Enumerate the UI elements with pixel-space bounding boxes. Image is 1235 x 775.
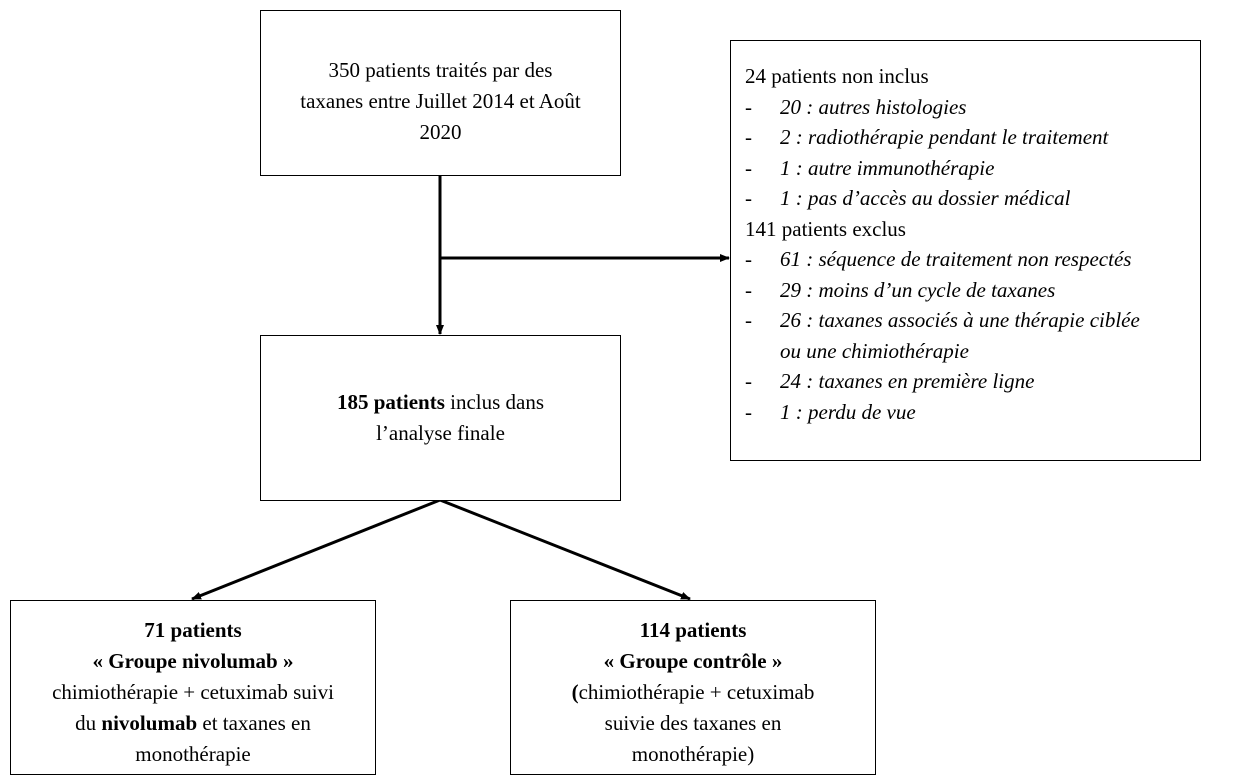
item-text: 29 : moins d’un cycle de taxanes bbox=[780, 277, 1056, 302]
bullet: - bbox=[745, 125, 752, 149]
text-line: suivie des taxanes en bbox=[511, 708, 875, 739]
bullet: - bbox=[745, 186, 752, 210]
group-title: 141 patients exclus bbox=[745, 216, 906, 241]
item-text: 20 : autres histologies bbox=[780, 94, 967, 119]
item-text: 1 : perdu de vue bbox=[780, 399, 916, 424]
text-segment: ( bbox=[571, 680, 579, 704]
text-segment: 114 patients bbox=[639, 618, 747, 642]
text-line: 350 patients traités par des bbox=[261, 55, 620, 86]
text-segment: chimiothérapie + cetuximab bbox=[578, 680, 815, 704]
item-line: - 26 : taxanes associés à une thérapie ci… bbox=[745, 305, 1200, 336]
bullet: - bbox=[745, 399, 752, 424]
item-text: 61 : séquence de traitement non respecté… bbox=[780, 247, 1132, 271]
item-line: - 1 : perdu de vue bbox=[745, 397, 1200, 428]
arrow bbox=[439, 498, 691, 601]
text-line: 114 patients bbox=[511, 615, 875, 646]
final-box: 185 patients inclus dans l’analyse finale bbox=[260, 335, 621, 501]
text-line: du nivolumab et taxanes en bbox=[11, 708, 375, 739]
item-line: - 61 : séquence de traitement non respect… bbox=[745, 244, 1200, 275]
text-segment: 71 patients bbox=[144, 618, 242, 642]
item-text: 1 : pas d’accès au dossier médical bbox=[780, 186, 1071, 210]
text-segment: monothérapie) bbox=[631, 742, 755, 766]
item-line: - 2 : radiothérapie pendant le traitement bbox=[745, 122, 1200, 153]
bullet: - bbox=[745, 308, 752, 332]
text-line: 185 patients inclus dans bbox=[261, 387, 620, 418]
text-segment: monothérapie bbox=[135, 742, 251, 766]
text-segment: inclus dans bbox=[444, 390, 545, 414]
arrow bbox=[191, 498, 441, 601]
text-line: 2020 bbox=[261, 117, 620, 148]
item-line: - 1 : pas d’accès au dossier médical bbox=[745, 183, 1200, 214]
item-line: - 29 : moins d’un cycle de taxanes bbox=[745, 275, 1200, 306]
text-segment: et taxanes en bbox=[197, 711, 311, 735]
text-segment: nivolumab bbox=[101, 711, 198, 735]
text-segment: « Groupe nivolumab » bbox=[92, 649, 294, 673]
bullet: - bbox=[745, 155, 752, 180]
item-line: - 1 : autre immunothérapie bbox=[745, 153, 1200, 184]
text-line: 71 patients bbox=[11, 615, 375, 646]
text-line: monothérapie) bbox=[511, 739, 875, 770]
item-text: 24 : taxanes en première ligne bbox=[780, 369, 1035, 393]
item-text: 1 : autre immunothérapie bbox=[780, 155, 995, 180]
text-segment: 185 patients bbox=[336, 390, 445, 414]
text-segment: « Groupe contrôle » bbox=[603, 649, 783, 673]
text-line: chimiothérapie + cetuximab suivi bbox=[11, 677, 375, 708]
text-segment: 2020 bbox=[419, 119, 462, 144]
text-line: monothérapie bbox=[11, 739, 375, 770]
bullet: - bbox=[745, 277, 752, 302]
item-line: - 24 : taxanes en première ligne bbox=[745, 366, 1200, 397]
exclusion-box: 24 patients non inclus - 20 : autres histo… bbox=[730, 40, 1201, 461]
text-segment: l’analyse finale bbox=[376, 421, 505, 445]
item-line: - 20 : autres histologies bbox=[745, 92, 1200, 123]
bullet: - bbox=[745, 94, 752, 119]
item-text: 2 : radiothérapie pendant le traitement bbox=[780, 125, 1109, 149]
text-segment: suivie des taxanes en bbox=[604, 711, 782, 735]
text-line: l’analyse finale bbox=[261, 418, 620, 449]
item-line: ou une chimiothérapie bbox=[745, 336, 1200, 367]
text-segment: chimiothérapie + cetuximab suivi bbox=[52, 680, 334, 704]
group-box: 71 patients « Groupe nivolumab » chimiothé… bbox=[10, 600, 376, 775]
item-text: ou une chimiothérapie bbox=[780, 338, 969, 363]
text-line: « Groupe contrôle » bbox=[511, 646, 875, 677]
text-line: (chimiothérapie + cetuximab bbox=[511, 677, 875, 708]
group-box: 114 patients « Groupe contrôle » (chimioth… bbox=[510, 600, 876, 775]
group-title: 24 patients non inclus bbox=[745, 64, 929, 88]
text-segment: 350 patients traités par des bbox=[328, 57, 553, 82]
bullet: - bbox=[745, 247, 752, 271]
text-line: « Groupe nivolumab » bbox=[11, 646, 375, 677]
text-line: taxanes entre Juillet 2014 et Août bbox=[261, 86, 620, 117]
text-segment: du bbox=[75, 711, 102, 735]
item-text: 26 : taxanes associés à une thérapie cib… bbox=[780, 308, 1140, 332]
start-box: 350 patients traités par des taxanes entr… bbox=[260, 10, 621, 176]
bullet: - bbox=[745, 369, 752, 393]
text-segment: taxanes entre Juillet 2014 et Août bbox=[300, 88, 581, 113]
